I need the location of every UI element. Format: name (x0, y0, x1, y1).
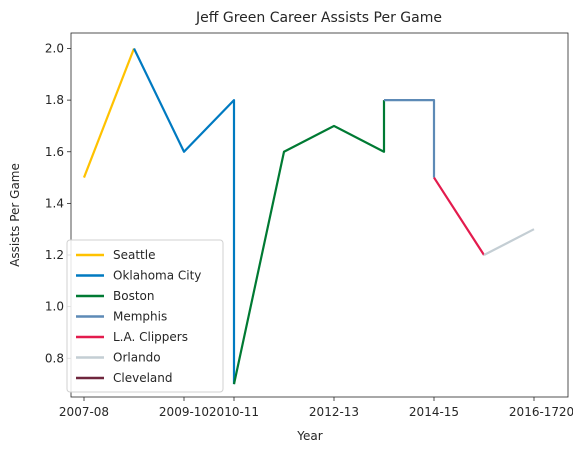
x-axis: 2007-08 2009-10 2010-11 2012-13 2014-15 2016-… (59, 397, 573, 419)
x-tick-label: 2014-15 (409, 405, 459, 419)
legend-entry: Memphis (113, 310, 167, 324)
y-tick-label: 1.0 (45, 300, 64, 314)
legend-entry: Cleveland (113, 371, 173, 385)
legend-entry: Oklahoma City (113, 269, 201, 283)
legend-entry: Seattle (113, 248, 155, 262)
y-tick-label: 1.8 (45, 93, 64, 107)
y-axis-label: Assists Per Game (8, 163, 22, 267)
x-tick-label: 2009-10 (159, 405, 209, 419)
x-tick-label: 2017-18 (559, 405, 573, 419)
legend-entry: Orlando (113, 351, 161, 365)
y-tick-label: 2.0 (45, 41, 64, 55)
legend-entry: L.A. Clippers (113, 330, 188, 344)
x-tick-label: 2007-08 (59, 405, 109, 419)
y-tick-label: 0.8 (45, 351, 64, 365)
legend: Seattle Oklahoma City Boston Memphis L.A. Cl… (67, 240, 223, 392)
x-axis-label: Year (296, 429, 322, 443)
x-tick-label: 2016-17 (509, 405, 559, 419)
y-tick-label: 1.2 (45, 248, 64, 262)
x-tick-label: 2010-11 (209, 405, 259, 419)
x-tick-label: 2012-13 (309, 405, 359, 419)
legend-entry: Boston (113, 289, 154, 303)
y-tick-label: 1.4 (45, 196, 64, 210)
chart-title: Jeff Green Career Assists Per Game (195, 10, 442, 26)
y-tick-label: 1.6 (45, 145, 64, 159)
